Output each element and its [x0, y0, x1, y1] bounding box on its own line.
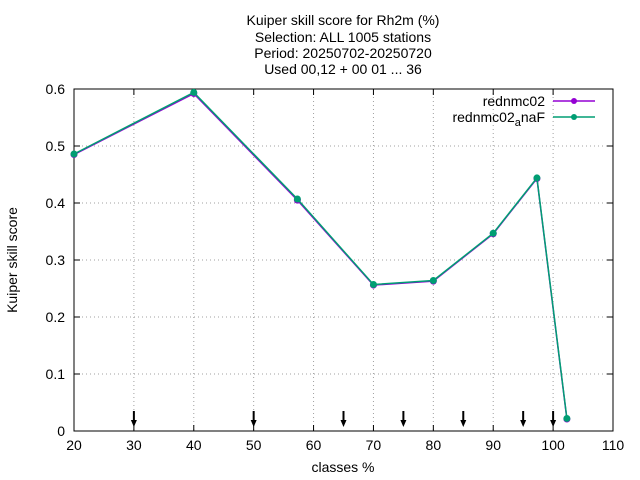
x-tick-label: 100	[541, 437, 565, 453]
data-series	[70, 88, 571, 423]
title-line-4: Used 00,12 + 00 01 ... 36	[264, 61, 422, 77]
x-tick-label: 30	[126, 437, 142, 453]
legend-label-rednmc02: rednmc02	[483, 93, 545, 109]
x-axis-ticks: 20 30 40 50 60 70 80 90 100 110	[66, 89, 624, 453]
y-tick-label: 0.1	[46, 366, 66, 382]
chart-title: Kuiper skill score for Rh2m (%) Selectio…	[247, 12, 440, 77]
y-tick-label: 0	[57, 423, 65, 439]
x-axis-label: classes %	[311, 459, 374, 475]
x-tick-label: 40	[186, 437, 202, 453]
y-axis-ticks: 0 0.1 0.2 0.3 0.4 0.5 0.6	[46, 81, 613, 439]
class-marker-arrow	[520, 420, 527, 427]
series-line-1	[73, 91, 568, 419]
x-tick-label: 80	[426, 437, 442, 453]
grid	[74, 89, 613, 431]
class-marker-arrow	[550, 420, 557, 427]
y-tick-label: 0.2	[46, 309, 66, 325]
y-tick-label: 0.3	[46, 252, 66, 268]
x-tick-label: 20	[66, 437, 82, 453]
class-marker-arrow	[400, 420, 407, 427]
y-tick-label: 0.4	[46, 195, 66, 211]
title-line-2: Selection: ALL 1005 stations	[255, 29, 431, 45]
title-line-1: Kuiper skill score for Rh2m (%)	[247, 12, 440, 28]
title-line-3: Period: 20250702-20250720	[254, 45, 432, 61]
x-tick-label: 70	[366, 437, 382, 453]
legend-label-rednmc02anaF: rednmc02anaF	[452, 109, 545, 129]
y-tick-label: 0.6	[46, 81, 66, 97]
series-1-point	[489, 229, 497, 237]
series-line-0	[73, 92, 568, 420]
x-tick-label: 90	[485, 437, 501, 453]
series-1-point	[429, 277, 437, 285]
series-1-point	[563, 414, 571, 422]
series-1-point	[533, 174, 541, 182]
legend-marker-rednmc02	[571, 98, 577, 104]
legend-item-rednmc02: rednmc02	[483, 93, 595, 109]
class-marker-arrow	[130, 420, 137, 427]
series-1-point	[190, 88, 198, 96]
x-tick-label: 110	[602, 437, 625, 453]
class-marker-arrow	[340, 420, 347, 427]
series-1-point	[369, 281, 377, 289]
legend-marker-rednmc02anaF	[571, 114, 577, 120]
class-marker-arrow	[460, 420, 467, 427]
y-axis-label: Kuiper skill score	[4, 207, 20, 313]
class-marker-arrow	[250, 420, 257, 427]
class-markers	[130, 411, 557, 427]
y-tick-label: 0.5	[46, 138, 66, 154]
series-1-point	[293, 195, 301, 203]
legend: rednmc02 rednmc02anaF	[452, 93, 595, 129]
x-tick-label: 60	[306, 437, 322, 453]
series-1-point	[70, 150, 78, 158]
x-tick-label: 50	[246, 437, 262, 453]
legend-item-rednmc02anaF: rednmc02anaF	[452, 109, 595, 129]
